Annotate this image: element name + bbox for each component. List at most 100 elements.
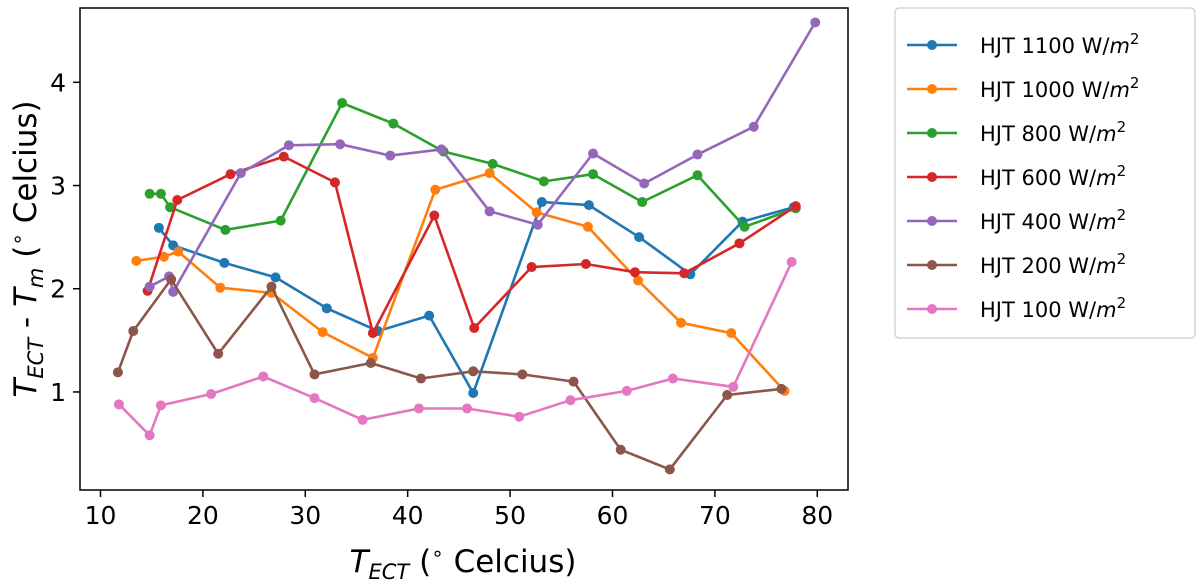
data-point	[484, 206, 495, 217]
data-point	[225, 169, 236, 180]
data-point	[588, 169, 599, 180]
legend-entry: HJT 400 W/m2	[907, 206, 1126, 234]
data-point	[235, 168, 246, 179]
data-point	[413, 403, 424, 414]
data-point	[309, 393, 320, 404]
legend-label: HJT 1000 W/m2	[980, 74, 1139, 102]
data-point	[469, 322, 480, 333]
y-tick-label: 4	[50, 68, 66, 97]
legend-marker	[927, 304, 937, 314]
legend-marker	[927, 172, 937, 182]
data-point	[113, 399, 124, 410]
data-point	[679, 268, 690, 279]
data-point	[588, 148, 599, 159]
data-point	[436, 144, 447, 155]
data-point	[335, 139, 346, 150]
legend-marker	[927, 216, 937, 226]
y-tick-label: 2	[50, 275, 66, 304]
data-point	[165, 202, 176, 213]
data-point	[215, 282, 226, 293]
data-point	[664, 464, 675, 475]
legend-label: HJT 200 W/m2	[980, 250, 1126, 278]
data-point	[128, 326, 139, 337]
data-point	[676, 317, 687, 328]
x-tick-label: 20	[187, 501, 219, 530]
legend-entry: HJT 600 W/m2	[907, 162, 1126, 190]
x-tick-label: 70	[699, 501, 731, 530]
legend-label: HJT 800 W/m2	[980, 118, 1126, 146]
data-point	[532, 219, 543, 230]
series-line	[157, 200, 795, 395]
data-point	[565, 395, 576, 406]
x-tick-label: 30	[289, 501, 321, 530]
data-point	[582, 221, 593, 232]
data-point	[583, 200, 594, 211]
data-point	[462, 403, 473, 414]
series-4	[144, 17, 821, 297]
data-point	[367, 328, 378, 339]
data-point	[726, 328, 737, 339]
data-point	[258, 371, 269, 382]
data-point	[728, 381, 739, 392]
data-point	[357, 414, 368, 425]
data-point	[144, 430, 155, 441]
data-point	[639, 178, 650, 189]
data-point	[144, 188, 155, 199]
data-point	[388, 118, 399, 129]
data-point	[270, 272, 281, 283]
legend-marker	[927, 40, 937, 50]
data-point	[206, 389, 217, 400]
data-point	[275, 215, 286, 226]
x-tick-label: 50	[494, 501, 526, 530]
data-point	[468, 366, 479, 377]
data-point	[531, 207, 542, 218]
data-point	[317, 327, 328, 338]
data-point	[621, 385, 632, 396]
data-point	[739, 221, 750, 232]
legend-items: HJT 1100 W/m2 HJT 1000 W/m2 HJT 800 W/m2 HJ…	[907, 30, 1139, 322]
x-tick-label: 80	[801, 501, 833, 530]
legend-label: HJT 100 W/m2	[980, 294, 1126, 322]
data-point	[630, 267, 641, 278]
data-point	[692, 149, 703, 160]
data-point	[637, 197, 648, 208]
data-point	[219, 257, 230, 268]
x-tick-label: 40	[392, 501, 424, 530]
data-point	[158, 251, 169, 262]
data-point	[166, 274, 177, 285]
legend-marker	[927, 128, 937, 138]
legend-entry: HJT 100 W/m2	[907, 294, 1126, 322]
data-point	[155, 188, 166, 199]
data-point	[321, 303, 332, 314]
data-point	[415, 373, 426, 384]
y-axis-ticks: 1 2 3 4	[50, 68, 80, 407]
y-axis-label: TECT - Tm (∘ Celcius)	[5, 100, 48, 397]
data-point	[173, 246, 184, 257]
data-point	[153, 222, 164, 233]
series-5	[112, 274, 787, 475]
data-point	[266, 281, 277, 292]
data-point	[810, 17, 821, 28]
data-point	[172, 194, 183, 205]
data-point	[634, 232, 645, 243]
data-point	[283, 140, 294, 151]
data-point	[131, 255, 142, 266]
data-point	[667, 373, 678, 384]
series-layer	[112, 17, 821, 475]
data-point	[786, 256, 797, 267]
y-tick-label: 1	[50, 378, 66, 407]
data-point	[536, 197, 547, 208]
data-point	[526, 262, 537, 273]
legend: HJT 1100 W/m2 HJT 1000 W/m2 HJT 800 W/m2 HJ…	[894, 7, 1196, 339]
x-tick-label: 60	[597, 501, 629, 530]
data-point	[722, 390, 733, 401]
data-point	[517, 369, 528, 380]
data-point	[734, 238, 745, 249]
legend-entry: HJT 1000 W/m2	[907, 74, 1139, 102]
data-point	[329, 177, 340, 188]
data-point	[424, 310, 435, 321]
legend-entry: HJT 200 W/m2	[907, 250, 1126, 278]
y-tick-label: 3	[50, 172, 66, 201]
legend-marker	[927, 84, 937, 94]
